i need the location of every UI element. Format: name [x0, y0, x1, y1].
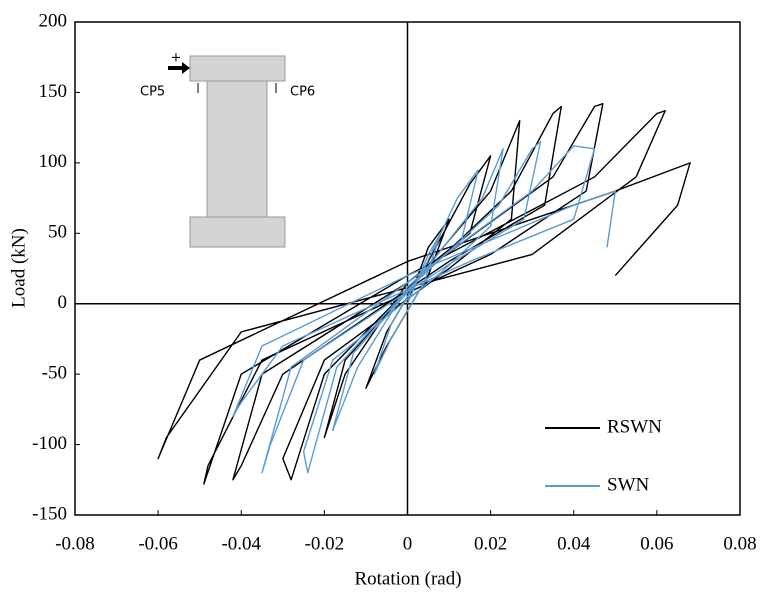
y-tick-label: -50 [42, 363, 67, 384]
inset-sign: + [171, 51, 182, 66]
y-tick-label: 100 [39, 151, 68, 172]
x-tick-label: 0.02 [474, 533, 507, 554]
inset-base [189, 216, 286, 248]
x-tick-label: -0.02 [305, 533, 345, 554]
legend-label: RSWN [607, 416, 662, 437]
x-tick-label: -0.08 [55, 533, 95, 554]
x-tick-label: 0 [403, 533, 413, 554]
y-tick-label: -150 [32, 503, 67, 524]
x-axis-title: Rotation (rad) [354, 568, 461, 589]
x-tick-label: 0.08 [723, 533, 756, 554]
inset-arrow [168, 62, 190, 74]
x-tick-label: 0.04 [557, 533, 591, 554]
inset-label: CP6 [290, 85, 315, 100]
inset-label: CP5 [140, 85, 165, 100]
inset-column [206, 80, 268, 218]
x-tick-label: -0.06 [138, 533, 178, 554]
inset-top-block [189, 55, 286, 82]
inset-diagram: + CP5 CP6 [140, 51, 315, 248]
x-tick-label: -0.04 [221, 533, 261, 554]
y-tick-label: 50 [48, 222, 67, 243]
series-line [232, 141, 617, 474]
series-line [157, 102, 691, 485]
y-tick-label: -100 [32, 433, 67, 454]
y-axis-title: Load (kN) [8, 228, 29, 308]
x-tick-label: 0.06 [640, 533, 673, 554]
y-tick-label: 150 [39, 81, 68, 102]
y-tick-label: 0 [58, 292, 68, 313]
y-tick-label: 200 [39, 10, 68, 31]
legend-label: SWN [607, 474, 650, 495]
